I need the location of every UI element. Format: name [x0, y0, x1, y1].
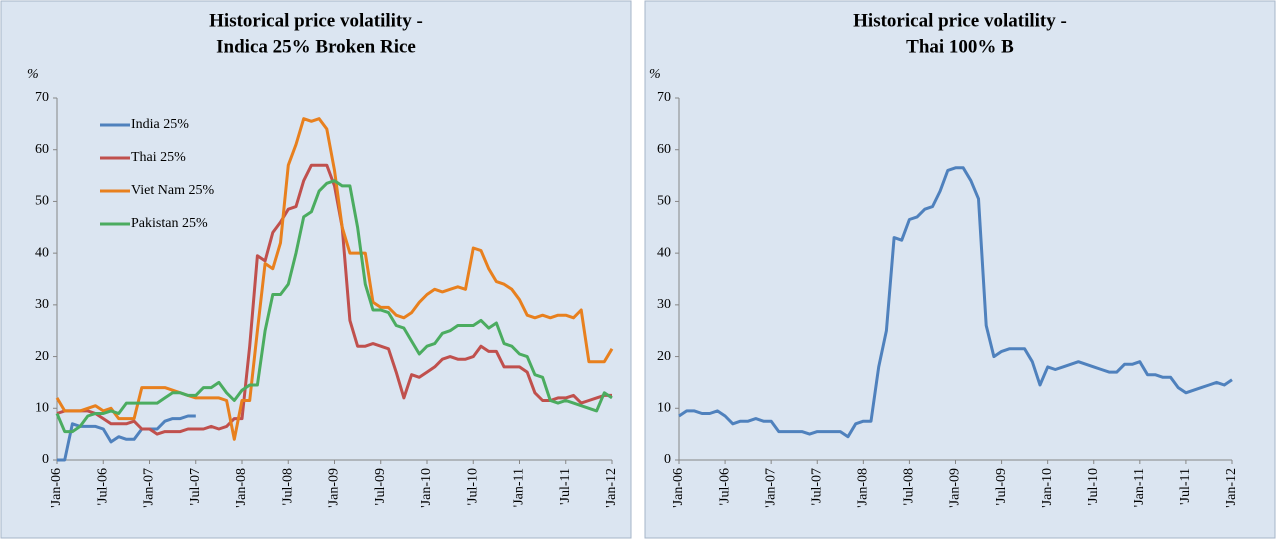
legend-label: India 25%	[131, 117, 189, 132]
y-tick-label: 30	[657, 297, 671, 312]
x-tick-label: 'Jan-06	[49, 468, 64, 508]
x-tick-label: 'Jan-12	[1224, 468, 1239, 508]
x-tick-label: 'Jul-09	[994, 468, 1009, 506]
x-tick-label: 'Jan-07	[142, 468, 157, 508]
y-tick-label: 60	[35, 142, 49, 157]
y-tick-label: 50	[657, 194, 671, 209]
series-line	[678, 166, 1233, 439]
y-tick-label: 20	[657, 349, 671, 364]
x-tick-label: 'Jan-09	[327, 468, 342, 508]
y-axis-label: %	[27, 67, 39, 82]
y-tick-label: 0	[664, 452, 671, 467]
y-tick-label: 70	[35, 90, 49, 105]
panel	[0, 0, 632, 539]
chart-title: Thai 100% B	[906, 36, 1014, 57]
legend-label: Viet Nam 25%	[131, 183, 214, 198]
x-tick-label: 'Jan-08	[856, 468, 871, 508]
x-tick-label: 'Jul-10	[1086, 468, 1101, 506]
x-tick-label: 'Jan-10	[419, 468, 434, 508]
y-tick-label: 0	[42, 452, 49, 467]
chart-title: Historical price volatility -	[853, 10, 1067, 31]
x-tick-label: 'Jul-06	[95, 468, 110, 506]
chart-title: Indica 25% Broken Rice	[216, 36, 416, 57]
x-tick-label: 'Jul-11	[558, 468, 573, 505]
x-tick-label: 'Jan-12	[604, 468, 619, 508]
y-tick-label: 40	[35, 245, 49, 260]
y-tick-label: 70	[657, 90, 671, 105]
y-tick-label: 30	[35, 297, 49, 312]
x-tick-label: 'Jan-10	[1040, 468, 1055, 508]
x-tick-label: 'Jul-08	[280, 468, 295, 506]
x-tick-label: 'Jul-11	[1178, 468, 1193, 505]
x-tick-label: 'Jul-07	[188, 468, 203, 506]
y-tick-label: 40	[657, 245, 671, 260]
y-tick-label: 10	[657, 401, 671, 416]
series-line	[56, 163, 612, 436]
y-tick-label: 50	[35, 194, 49, 209]
x-tick-label: 'Jan-08	[234, 468, 249, 508]
series-line	[55, 117, 614, 441]
x-tick-label: 'Jan-11	[512, 468, 527, 507]
x-tick-label: 'Jan-06	[671, 468, 686, 508]
y-tick-label: 20	[35, 349, 49, 364]
y-axis-label: %	[649, 67, 661, 82]
legend-label: Pakistan 25%	[131, 216, 208, 231]
y-tick-label: 10	[35, 401, 49, 416]
x-tick-label: 'Jul-08	[902, 468, 917, 506]
y-tick-label: 60	[657, 142, 671, 157]
series-line	[55, 179, 613, 434]
panel	[644, 0, 1276, 539]
x-tick-label: 'Jan-07	[763, 468, 778, 508]
x-tick-label: 'Jan-09	[948, 468, 963, 508]
x-tick-label: 'Jul-10	[465, 468, 480, 506]
x-tick-label: 'Jul-06	[717, 468, 732, 506]
legend-label: Thai 25%	[131, 150, 186, 165]
x-tick-label: 'Jul-09	[373, 468, 388, 506]
x-tick-label: 'Jan-11	[1132, 468, 1147, 507]
x-tick-label: 'Jul-07	[809, 468, 824, 506]
chart-title: Historical price volatility -	[209, 10, 423, 31]
